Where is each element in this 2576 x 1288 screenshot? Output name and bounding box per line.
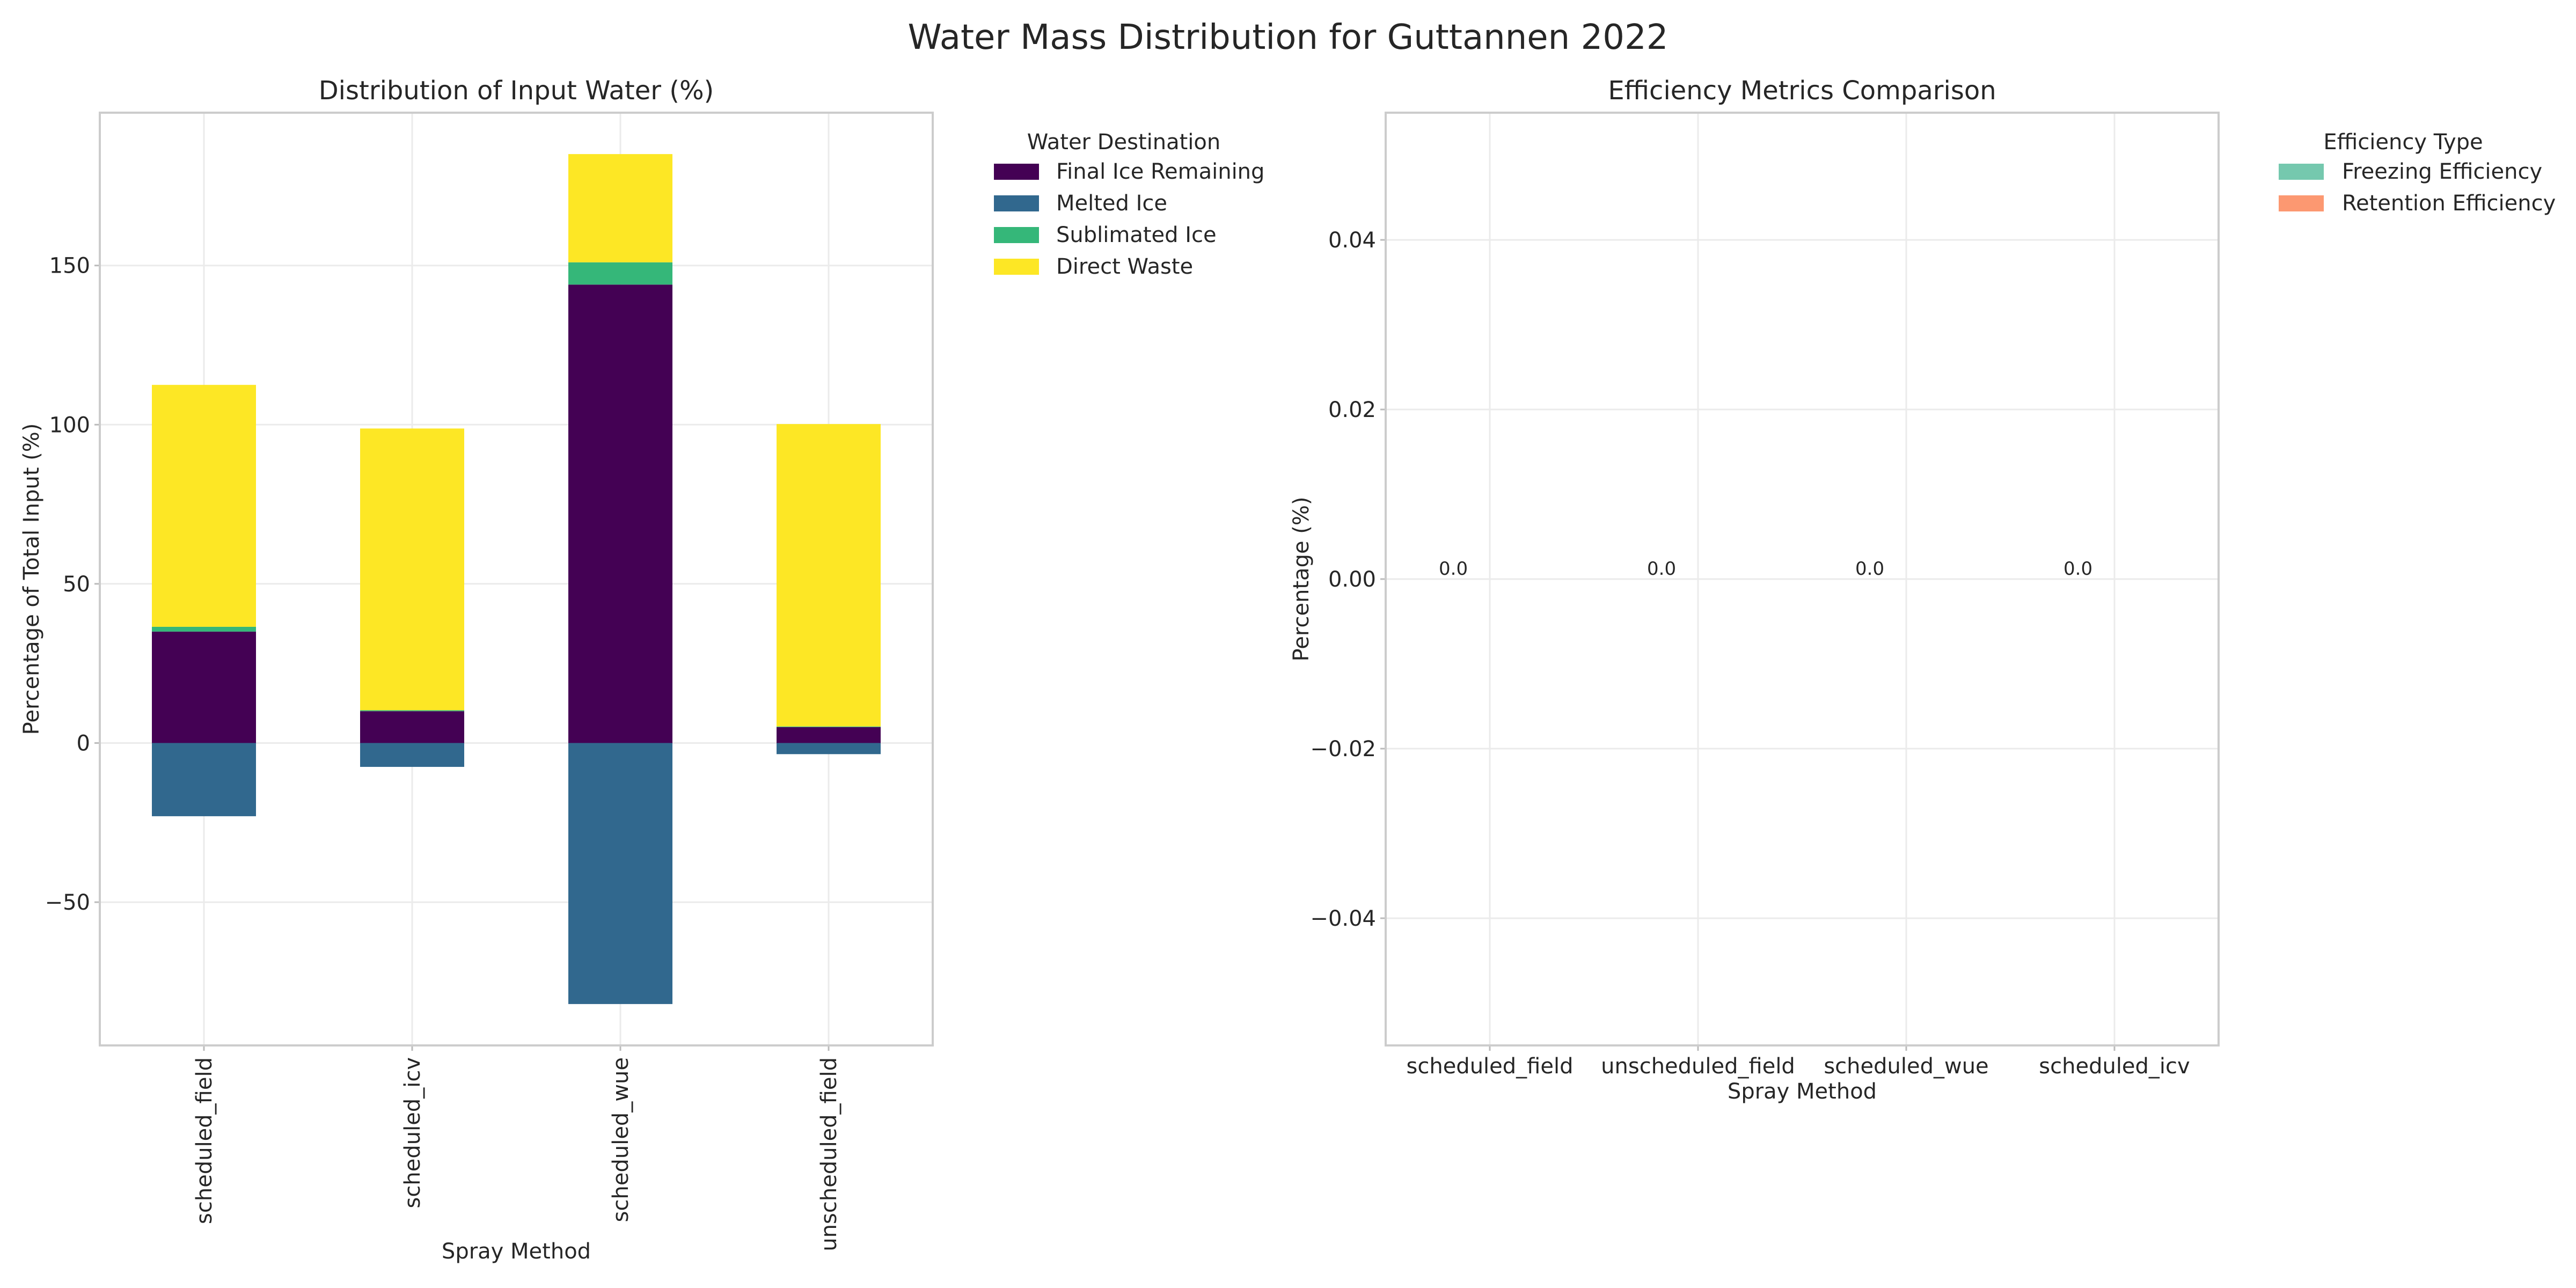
- right-x-axis-label: Spray Method: [1728, 1079, 1877, 1104]
- bar-final-ice-remaining-scheduled-icv: [360, 711, 464, 743]
- right-x-tick-label: scheduled_wue: [1824, 1054, 1988, 1079]
- bar-melted-ice-scheduled-field: [152, 743, 256, 816]
- left-legend-swatch-final-ice-remaining: [994, 164, 1039, 180]
- left-x-axis-label: Spray Method: [442, 1239, 591, 1264]
- right-x-tick-label: scheduled_field: [1407, 1054, 1574, 1079]
- bar-final-ice-remaining-unscheduled-field: [777, 727, 881, 743]
- bar-sublimated-ice-scheduled-wue: [568, 262, 672, 285]
- right-legend-swatch-freezing-efficiency: [2279, 164, 2324, 180]
- bar-direct-waste-scheduled-wue: [568, 154, 672, 262]
- left-legend-label-direct-waste: Direct Waste: [1056, 254, 1193, 279]
- right-y-tick-label: 0.04: [1328, 228, 1376, 253]
- bar-direct-waste-scheduled-icv: [360, 428, 464, 711]
- bar-sublimated-ice-scheduled-icv: [360, 710, 464, 712]
- left-chart-title: Distribution of Input Water (%): [319, 76, 714, 106]
- left-plot-frame: [99, 112, 934, 1046]
- right-y-axis-label: Percentage (%): [1289, 497, 1314, 662]
- left-y-tick-label: 100: [49, 413, 90, 437]
- right-legend-swatch-retention-efficiency: [2279, 195, 2324, 211]
- right-y-tick-label: −0.02: [1310, 737, 1376, 762]
- left-y-tick-label: −50: [45, 890, 90, 915]
- bar-final-ice-remaining-scheduled-wue: [568, 284, 672, 743]
- left-y-tick-label: 50: [63, 572, 90, 597]
- right-data-label: 0.0: [1439, 558, 1468, 580]
- left-legend-swatch-sublimated-ice: [994, 227, 1039, 243]
- figure-title: Water Mass Distribution for Guttannen 20…: [908, 18, 1668, 57]
- right-y-tick-label: 0.02: [1328, 398, 1376, 422]
- bar-direct-waste-scheduled-field: [152, 385, 256, 627]
- right-data-label: 0.0: [2063, 558, 2092, 580]
- left-legend-label-final-ice-remaining: Final Ice Remaining: [1056, 159, 1264, 184]
- left-legend-swatch-direct-waste: [994, 259, 1039, 275]
- right-plot-frame: [1385, 112, 2220, 1046]
- right-x-tick-label: unscheduled_field: [1601, 1054, 1795, 1079]
- left-x-tick-label: scheduled_wue: [609, 1057, 633, 1222]
- left-legend-label-sublimated-ice: Sublimated Ice: [1056, 223, 1217, 247]
- left-y-axis-label: Percentage of Total Input (%): [19, 423, 44, 735]
- right-chart: −0.04 −0.02 0.00 0.02 0.04 0.0 scheduled_field…: [1289, 76, 2556, 1104]
- right-chart-title: Efficiency Metrics Comparison: [1608, 76, 1996, 106]
- bar-sublimated-ice-scheduled-field: [152, 626, 256, 632]
- bar-final-ice-remaining-scheduled-field: [152, 631, 256, 743]
- left-legend-swatch-melted-ice: [994, 195, 1039, 211]
- bar-melted-ice-unscheduled-field: [777, 743, 881, 755]
- bar-melted-ice-scheduled-icv: [360, 743, 464, 767]
- left-y-tick-label: 150: [49, 254, 90, 279]
- right-legend-label-retention-efficiency: Retention Efficiency: [2342, 191, 2556, 216]
- bar-melted-ice-scheduled-wue: [568, 743, 672, 1004]
- right-y-tick-label: 0.00: [1328, 567, 1376, 592]
- left-chart: −50 0 50 100 150 scheduled_field scheduled_icv…: [19, 76, 1264, 1264]
- right-legend-title: Efficiency Type: [2323, 130, 2483, 155]
- right-y-tick-label: −0.04: [1310, 906, 1376, 931]
- right-data-label: 0.0: [1855, 558, 1884, 580]
- left-legend-label-melted-ice: Melted Ice: [1056, 191, 1167, 216]
- left-x-tick-label: scheduled_field: [192, 1057, 217, 1224]
- right-data-label: 0.0: [1647, 558, 1676, 580]
- right-legend-label-freezing-efficiency: Freezing Efficiency: [2342, 159, 2542, 184]
- bar-direct-waste-unscheduled-field: [777, 424, 881, 727]
- left-legend-title: Water Destination: [1027, 130, 1221, 155]
- left-x-tick-label: unscheduled_field: [817, 1057, 841, 1252]
- right-x-tick-label: scheduled_icv: [2039, 1054, 2190, 1079]
- left-x-tick-label: scheduled_icv: [400, 1057, 425, 1208]
- left-y-tick-label: 0: [77, 731, 90, 756]
